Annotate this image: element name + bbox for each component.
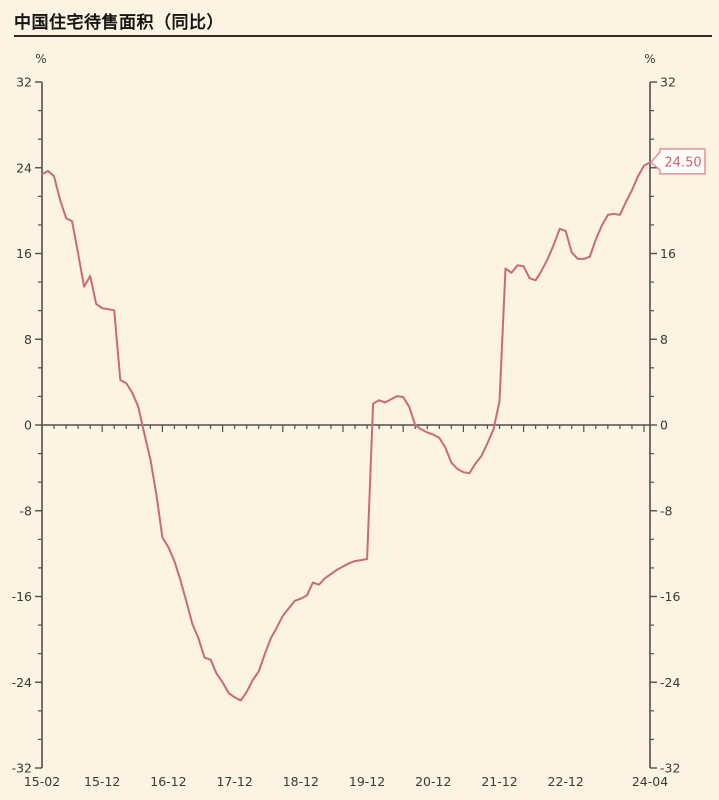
- chart-title: 中国住宅待售面积（同比）: [14, 13, 224, 33]
- y-axis-label-left: -32: [12, 761, 32, 776]
- y-axis-label-right: -16: [660, 589, 680, 604]
- y-axis-label-left: -16: [12, 589, 32, 604]
- x-axis-label: 17-12: [216, 774, 252, 789]
- y-axis-label-right: -24: [660, 675, 680, 690]
- y-axis-label-left: 16: [16, 246, 32, 261]
- y-axis-label-right: 8: [660, 332, 668, 347]
- title-underline: [14, 35, 712, 37]
- y-axis-label-left: 32: [16, 75, 32, 90]
- x-axis-label: 15-12: [84, 774, 120, 789]
- y-axis-label-right: -32: [660, 761, 680, 776]
- x-axis-label: 15-02: [24, 774, 60, 789]
- y-axis-label-left: 8: [24, 332, 32, 347]
- x-axis-label: 16-12: [150, 774, 186, 789]
- x-axis-label: 21-12: [481, 774, 517, 789]
- x-axis-label: 22-12: [548, 774, 584, 789]
- y-axis-label-right: 32: [660, 75, 676, 90]
- x-axis-label: 19-12: [349, 774, 385, 789]
- right-axis-unit-label: %: [644, 52, 656, 66]
- x-axis-label: 20-12: [415, 774, 451, 789]
- last-value-label: 24.50: [664, 155, 701, 170]
- data-line: [41, 161, 651, 702]
- y-axis-label-left: 0: [24, 418, 32, 433]
- y-axis-label-left: -24: [12, 675, 32, 690]
- y-axis-label-left: 24: [16, 160, 32, 175]
- y-axis-label-right: 0: [660, 418, 668, 433]
- y-axis-label-right: -8: [660, 503, 673, 518]
- y-axis-label-right: 16: [660, 246, 676, 261]
- last-value-callout: [650, 148, 706, 175]
- y-axis-label-left: -8: [20, 503, 33, 518]
- left-axis-unit-label: %: [35, 52, 47, 66]
- x-axis-label: 18-12: [283, 774, 319, 789]
- x-axis-label: 24-04: [632, 774, 668, 789]
